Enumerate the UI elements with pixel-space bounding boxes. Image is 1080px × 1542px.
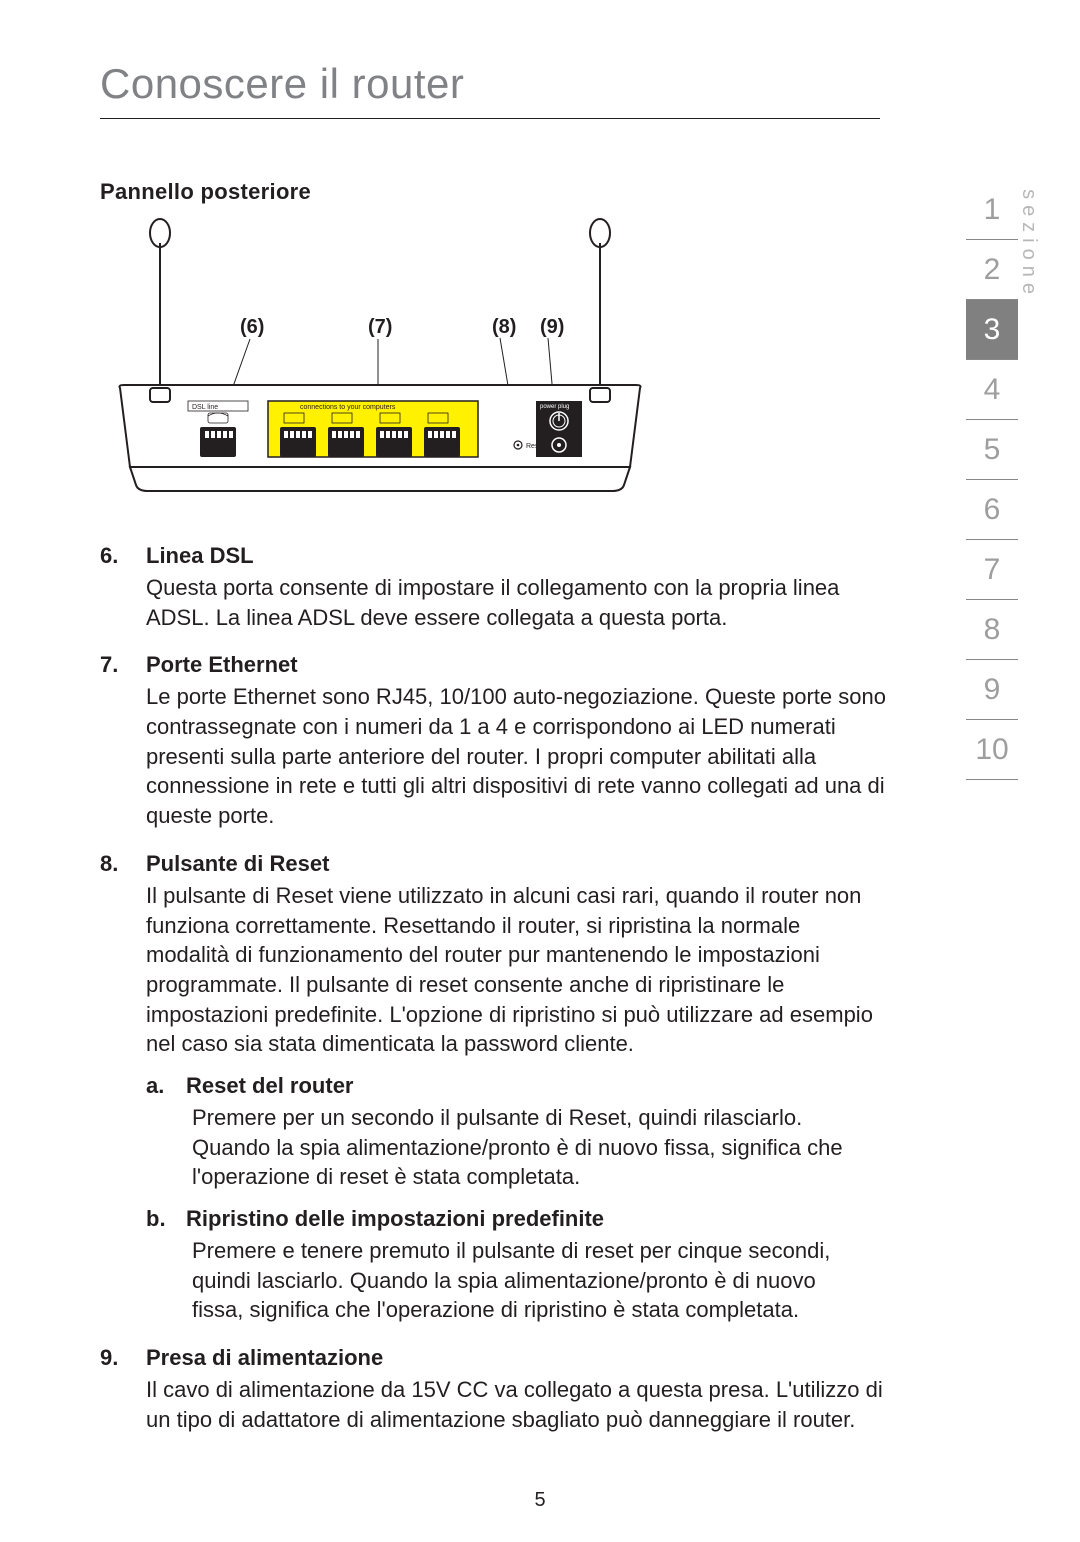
item-8-title: Pulsante di Reset [146, 851, 329, 877]
item-6: 6. Linea DSL Questa porta consente di im… [100, 543, 1000, 632]
router-svg: (6) (7) (8) (9) DSL line [100, 213, 660, 513]
item-8: 8. Pulsante di Reset Il pulsante di Rese… [100, 851, 1000, 1325]
section-nav-6: 6 [966, 480, 1018, 540]
item-8-num: 8. [100, 851, 128, 877]
section-nav: sezione 1 2 3 4 5 6 7 8 9 10 [958, 180, 1026, 780]
section-nav-7: 7 [966, 540, 1018, 600]
item-6-title: Linea DSL [146, 543, 254, 569]
title-rule [100, 118, 880, 119]
callout-9: (9) [540, 316, 564, 338]
subitem-8a-title: Reset del router [186, 1073, 354, 1099]
section-nav-5: 5 [966, 420, 1018, 480]
item-8-body: Il pulsante di Reset viene utilizzato in… [146, 881, 886, 1059]
item-9: 9. Presa di alimentazione Il cavo di ali… [100, 1345, 1000, 1434]
item-7-body: Le porte Ethernet sono RJ45, 10/100 auto… [146, 682, 886, 830]
subitem-8a: a. Reset del router Premere per un secon… [146, 1073, 1000, 1192]
router-rear-diagram: (6) (7) (8) (9) DSL line [100, 213, 1000, 513]
section-nav-4: 4 [966, 360, 1018, 420]
item-7-num: 7. [100, 652, 128, 678]
section-nav-3: 3 [966, 300, 1018, 360]
svg-text:connections to your computers: connections to your computers [300, 404, 396, 411]
svg-text:power plug: power plug [540, 404, 569, 410]
item-6-num: 6. [100, 543, 128, 569]
section-nav-8: 8 [966, 600, 1018, 660]
section-nav-label: sezione [1017, 189, 1040, 300]
section-nav-9: 9 [966, 660, 1018, 720]
item-6-body: Questa porta consente di impostare il co… [146, 573, 886, 632]
section-nav-10: 10 [966, 720, 1018, 780]
svg-text:DSL line: DSL line [192, 404, 218, 411]
section-nav-1: 1 [966, 180, 1018, 240]
section-nav-2: 2 [966, 240, 1018, 300]
subitem-8b-title: Ripristino delle impostazioni predefinit… [186, 1206, 604, 1232]
subitem-8a-body: Premere per un secondo il pulsante di Re… [192, 1103, 872, 1192]
item-9-body: Il cavo di alimentazione da 15V CC va co… [146, 1375, 886, 1434]
manual-page: Conoscere il router Pannello posteriore … [0, 0, 1080, 1542]
subheading-rear-panel: Pannello posteriore [100, 179, 1000, 205]
item-7-title: Porte Ethernet [146, 652, 298, 678]
page-number: 5 [0, 1489, 1080, 1512]
item-9-title: Presa di alimentazione [146, 1345, 383, 1371]
callout-6: (6) [240, 316, 264, 338]
item-9-num: 9. [100, 1345, 128, 1371]
page-title: Conoscere il router [100, 60, 1000, 114]
subitem-8b-num: b. [146, 1206, 170, 1232]
subitem-8b-body: Premere e tenere premuto il pulsante di … [192, 1236, 872, 1325]
subitem-8b: b. Ripristino delle impostazioni predefi… [146, 1206, 1000, 1325]
subitem-8a-num: a. [146, 1073, 170, 1099]
callout-7: (7) [368, 316, 392, 338]
item-7: 7. Porte Ethernet Le porte Ethernet sono… [100, 652, 1000, 830]
callout-8: (8) [492, 316, 516, 338]
